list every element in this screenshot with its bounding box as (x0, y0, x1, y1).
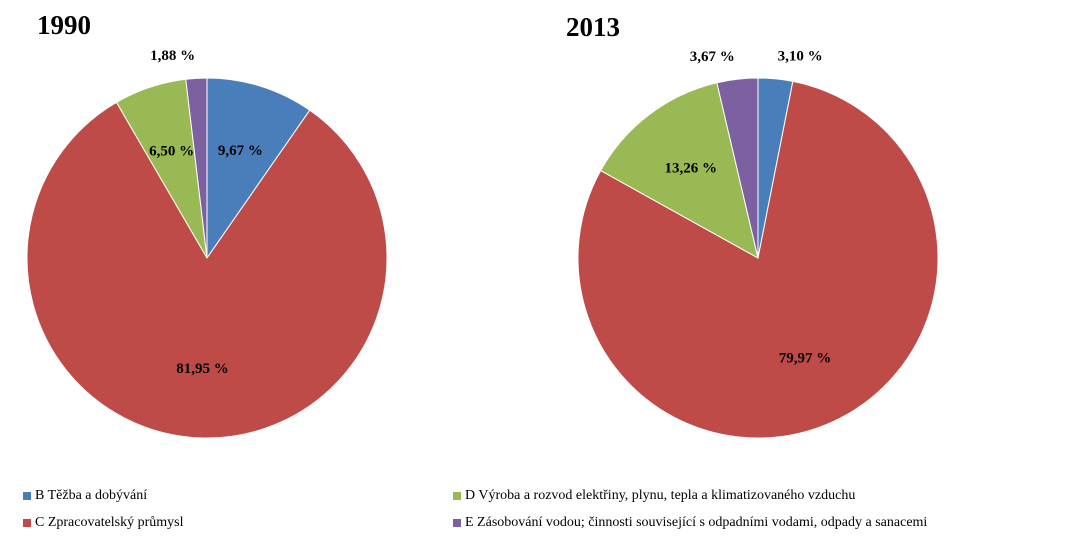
pie-slice (206, 77, 311, 260)
data-label: 6,50 % (149, 144, 194, 160)
legend-swatch (453, 492, 461, 500)
legend-swatch (23, 492, 31, 500)
pie-slice (185, 77, 208, 259)
data-label: 9,67 % (218, 143, 263, 159)
pie-slice (716, 77, 759, 259)
pie-slice (577, 80, 939, 439)
legend-label: C Zpracovatelský průmysl (35, 515, 184, 530)
chart-title: 1990 (37, 10, 91, 40)
legend-label: E Zásobování vodou; činnosti související… (465, 515, 927, 530)
chart-title: 2013 (566, 12, 620, 42)
data-label: 1,88 % (150, 48, 195, 64)
data-label: 13,26 % (664, 160, 717, 176)
pie-slice (26, 101, 388, 439)
legend-swatch (453, 519, 461, 527)
data-label: 3,10 % (778, 48, 823, 64)
legend-label: B Těžba a dobývání (35, 488, 147, 503)
pie-slice (599, 82, 759, 259)
data-label: 79,97 % (779, 351, 832, 367)
legend-label: D Výroba a rozvod elektřiny, plynu, tepl… (465, 488, 855, 503)
data-label: 81,95 % (176, 361, 229, 377)
legend-swatch (23, 519, 31, 527)
data-label: 3,67 % (690, 49, 735, 65)
